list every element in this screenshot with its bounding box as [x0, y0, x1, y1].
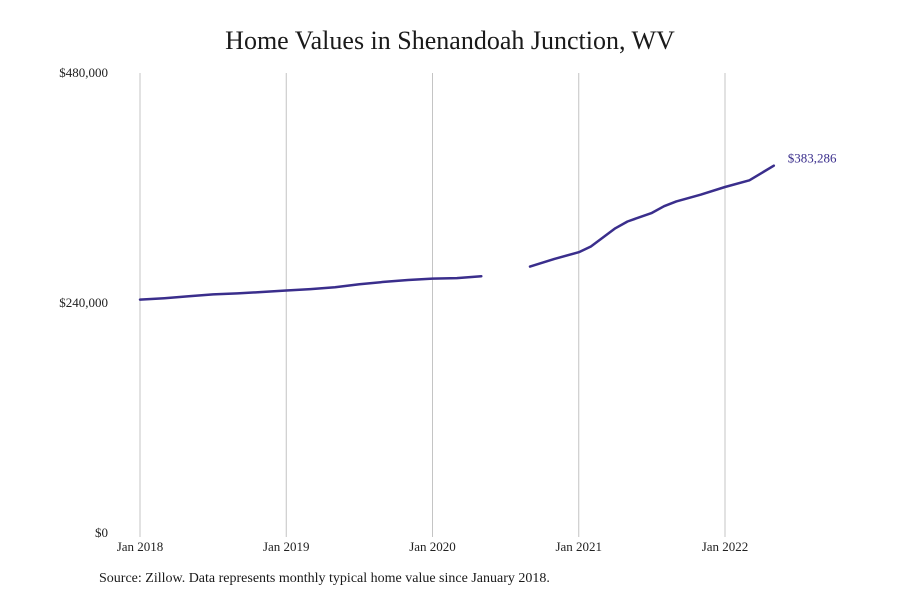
chart-title: Home Values in Shenandoah Junction, WV — [225, 26, 675, 55]
end-value-label: $383,286 — [788, 151, 837, 166]
source-note: Source: Zillow. Data represents monthly … — [99, 571, 550, 586]
series-line-segment — [528, 164, 776, 268]
y-tick-label: $0 — [95, 525, 108, 540]
grid-lines — [139, 73, 726, 537]
x-tick-label: Jan 2019 — [263, 539, 310, 554]
series-layer — [138, 164, 776, 301]
x-tick-label: Jan 2021 — [555, 539, 602, 554]
annotations: $383,286 — [788, 151, 837, 166]
x-tick-label: Jan 2018 — [117, 539, 164, 554]
y-tick-label: $480,000 — [59, 65, 108, 80]
y-tick-label: $240,000 — [59, 295, 108, 310]
series-line-segment — [138, 274, 483, 301]
x-tick-label: Jan 2020 — [409, 539, 456, 554]
axis-labels: Jan 2018 Jan 2019 Jan 2020 Jan 2021 Jan 2022… — [59, 65, 748, 554]
x-tick-label: Jan 2022 — [702, 539, 749, 554]
